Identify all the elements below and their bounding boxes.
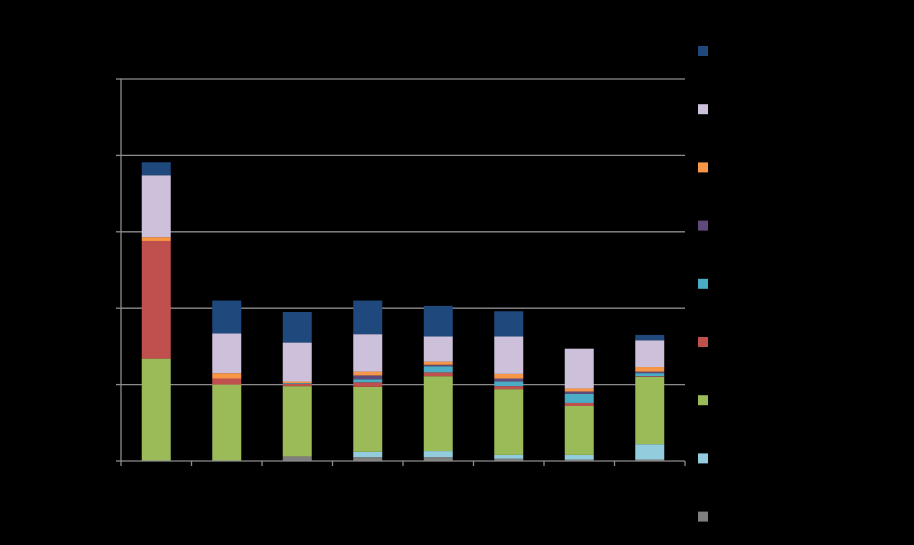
- bar-segment-7-2: [564, 454, 594, 460]
- bar-segment-4-4: [353, 382, 383, 387]
- bar-segment-5-2: [423, 451, 453, 458]
- bar-segment-8-7: [635, 367, 665, 372]
- bar-segment-3-3: [282, 386, 312, 457]
- axes: [116, 78, 686, 466]
- bar-segment-5-9: [423, 305, 453, 337]
- bar-segment-3-8: [282, 342, 312, 382]
- bar-segment-4-3: [353, 386, 383, 452]
- bar-segment-8-4: [635, 376, 665, 377]
- bar-segment-7-6: [564, 391, 594, 394]
- bar-segment-6-6: [494, 378, 524, 382]
- bar-segment-2-8: [212, 333, 242, 374]
- bar-segment-3-9: [282, 312, 312, 343]
- legend-marker: [698, 46, 708, 56]
- legend: [698, 46, 708, 522]
- bar-segment-7-1: [564, 459, 594, 461]
- bar-segment-2-3: [212, 384, 242, 461]
- bar-segment-6-3: [494, 389, 524, 455]
- legend-marker: [698, 511, 708, 522]
- bar-segment-2-4: [212, 378, 242, 385]
- bar-segment-6-5: [494, 381, 524, 387]
- bar-segment-4-8: [353, 334, 383, 372]
- bar-segment-8-3: [635, 376, 665, 445]
- bar-segment-3-1: [282, 456, 312, 461]
- bar-segment-8-9: [635, 334, 665, 341]
- bar-segment-7-8: [564, 348, 594, 389]
- bar-segment-3-5: [282, 383, 312, 384]
- bar-segment-1-7: [141, 237, 171, 241]
- legend-marker: [698, 162, 708, 173]
- bar-segment-6-7: [494, 373, 524, 379]
- bar-segment-5-6: [423, 364, 453, 367]
- bar-segment-5-4: [423, 372, 453, 377]
- bar-segment-5-1: [423, 457, 453, 461]
- bar-segment-6-9: [494, 311, 524, 337]
- legend-marker: [698, 453, 708, 464]
- bar-segment-3-7: [282, 381, 312, 384]
- legend-marker: [698, 395, 708, 406]
- bar-segment-5-5: [423, 366, 453, 373]
- legend-marker: [698, 104, 708, 115]
- bar-segment-8-6: [635, 371, 665, 374]
- legend-marker: [698, 337, 708, 347]
- bar-segment-7-4: [564, 402, 594, 406]
- bar-segment-6-2: [494, 454, 524, 459]
- bar-segment-4-1: [353, 457, 383, 461]
- bar-segment-7-5: [564, 393, 594, 403]
- bar-segment-7-7: [564, 388, 594, 392]
- bar-segment-8-8: [635, 340, 665, 368]
- legend-marker: [698, 220, 708, 231]
- bar-segment-4-5: [353, 379, 383, 383]
- bar-segment-4-7: [353, 371, 383, 376]
- bar-segment-1-3: [141, 358, 171, 461]
- bar-segment-4-2: [353, 451, 383, 458]
- gridlines: [121, 78, 685, 386]
- bars: [141, 162, 665, 461]
- bar-segment-2-9: [212, 300, 242, 334]
- bar-segment-5-7: [423, 361, 453, 365]
- bar-segment-7-3: [564, 405, 594, 455]
- bar-segment-4-9: [353, 300, 383, 335]
- bar-segment-8-1: [635, 459, 665, 461]
- bar-segment-1-9: [141, 162, 171, 176]
- bar-segment-4-6: [353, 375, 383, 380]
- bar-segment-6-4: [494, 386, 524, 390]
- bar-segment-5-3: [423, 376, 453, 452]
- legend-marker: [698, 278, 708, 289]
- bar-segment-1-8: [141, 175, 171, 238]
- bar-segment-3-4: [282, 383, 312, 387]
- bar-segment-1-4: [141, 240, 171, 359]
- bar-segment-6-1: [494, 458, 524, 461]
- bar-segment-8-5: [635, 373, 665, 377]
- bar-segment-8-2: [635, 444, 665, 460]
- bar-segment-2-7: [212, 373, 242, 379]
- bar-segment-6-8: [494, 336, 524, 374]
- bar-segment-5-8: [423, 336, 453, 362]
